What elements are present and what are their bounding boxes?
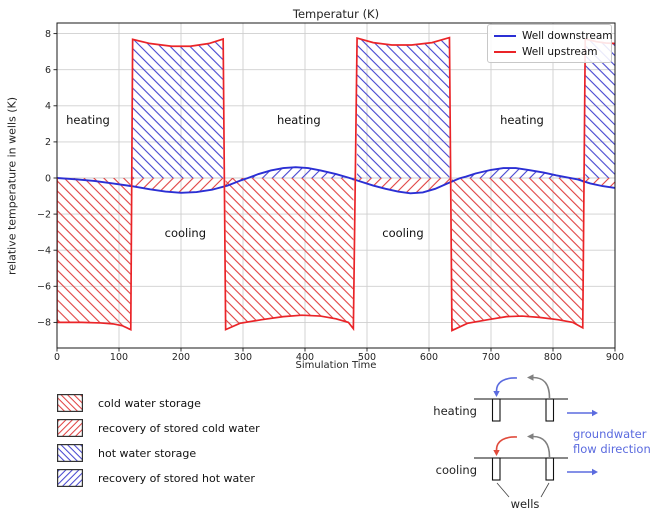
temperature-plot: 0 100 200 300 400 500 600 700 800 900 −8 −6 −4 −2 0 2 4 6… <box>37 22 624 363</box>
x-tick-label: 600 <box>420 352 438 363</box>
hatch-swatch <box>57 469 83 487</box>
well-curves <box>57 36 615 332</box>
x-tick-label: 500 <box>358 352 376 363</box>
hot-water-storage-area <box>585 39 615 178</box>
x-tick-label: 200 <box>172 352 190 363</box>
well-upstream-line <box>57 36 615 332</box>
phase-annotation: heating <box>66 113 110 127</box>
cold-water-storage-area <box>451 178 583 331</box>
legend-item: Well upstream <box>494 44 606 60</box>
well-rect <box>491 457 501 481</box>
storage-legend-label: recovery of stored cold water <box>98 421 260 435</box>
storage-legend-label: recovery of stored hot water <box>98 471 255 485</box>
plot-legend: Well downstream Well upstream <box>487 24 613 63</box>
flow-arrowhead-icon <box>592 409 598 417</box>
injection-arrowhead-icon <box>493 391 500 397</box>
x-axis-label: Simulation Time <box>295 360 377 371</box>
x-tick-label: 300 <box>234 352 252 363</box>
y-tick-label: 8 <box>45 29 51 40</box>
flow-direction-label: flow direction <box>573 442 651 456</box>
axes-spines <box>56 22 616 349</box>
x-tick-label: 400 <box>296 352 314 363</box>
legend-item-label: Well downstream <box>522 30 613 42</box>
storage-legend-item: recovery of stored cold water <box>57 419 260 437</box>
well-downstream-line <box>57 166 615 195</box>
phase-annotation: cooling <box>382 226 423 240</box>
y-tick-label: −6 <box>37 282 51 293</box>
phase-annotation: heating <box>500 113 544 127</box>
x-tick-label: 700 <box>482 352 500 363</box>
x-tick-label: 100 <box>110 352 128 363</box>
diagram-row-label: heating <box>433 404 477 418</box>
x-tick-label: 900 <box>606 352 624 363</box>
well-rect <box>545 457 555 481</box>
hatch-swatch <box>57 444 83 462</box>
extraction-arrowhead-icon <box>527 433 534 440</box>
storage-legend-label: hot water storage <box>98 446 197 460</box>
legend-line-sample <box>494 51 516 53</box>
y-tick-label: −2 <box>37 209 51 220</box>
phase-annotation: cooling <box>165 226 206 240</box>
y-tick-label: 4 <box>45 101 51 112</box>
axis-ticks: 0 100 200 300 400 500 600 700 800 900 −8 −6 −4 −2 0 2 4 6… <box>37 29 624 363</box>
well-rect <box>545 398 555 422</box>
legend-line-sample <box>494 35 516 37</box>
hatch-swatch <box>57 419 83 437</box>
y-tick-label: 6 <box>45 65 51 76</box>
cold-recovery-area <box>349 178 461 194</box>
y-tick-label: −4 <box>37 246 51 257</box>
extraction-arrowhead-icon <box>527 374 534 381</box>
storage-legend-label: cold water storage <box>98 396 201 410</box>
x-tick-label: 0 <box>54 352 60 363</box>
injection-arrowhead-icon <box>493 450 500 456</box>
wells-pointer-line <box>540 482 550 498</box>
legend-item: Well downstream <box>494 28 613 44</box>
y-tick-label: 2 <box>45 137 51 148</box>
hot-water-storage-area <box>132 39 224 178</box>
storage-legend-item: hot water storage <box>57 444 260 462</box>
cold-water-storage-area <box>225 178 354 330</box>
hot-recovery-area <box>247 167 350 178</box>
storage-legend: cold water storage recovery of stored col… <box>57 394 260 487</box>
well-rect <box>491 398 501 422</box>
phase-annotation: heating <box>277 113 321 127</box>
storage-legend-item: cold water storage <box>57 394 260 412</box>
diagram-row-label: cooling <box>436 463 477 477</box>
chart-title: Temperatur (K) <box>292 7 380 21</box>
x-tick-label: 800 <box>544 352 562 363</box>
flow-direction-label: groundwater <box>573 427 647 441</box>
cold-recovery-area <box>131 178 248 193</box>
cold-water-storage-area <box>57 178 131 330</box>
storage-legend-item: recovery of stored hot water <box>57 469 260 487</box>
storage-fills <box>57 37 615 331</box>
flow-arrowhead-icon <box>592 468 598 476</box>
y-tick-label: −8 <box>37 318 51 329</box>
extraction-arrow <box>532 435 551 458</box>
extraction-arrow <box>532 376 551 399</box>
wells-pointer-line <box>496 482 510 498</box>
injection-arrow <box>495 436 518 451</box>
wells-label: wells <box>511 497 540 511</box>
y-tick-label: 0 <box>45 173 51 184</box>
hot-water-storage-area <box>357 37 450 178</box>
hatch-swatch <box>57 394 83 412</box>
injection-arrow <box>495 377 518 392</box>
legend-item-label: Well upstream <box>522 46 598 58</box>
